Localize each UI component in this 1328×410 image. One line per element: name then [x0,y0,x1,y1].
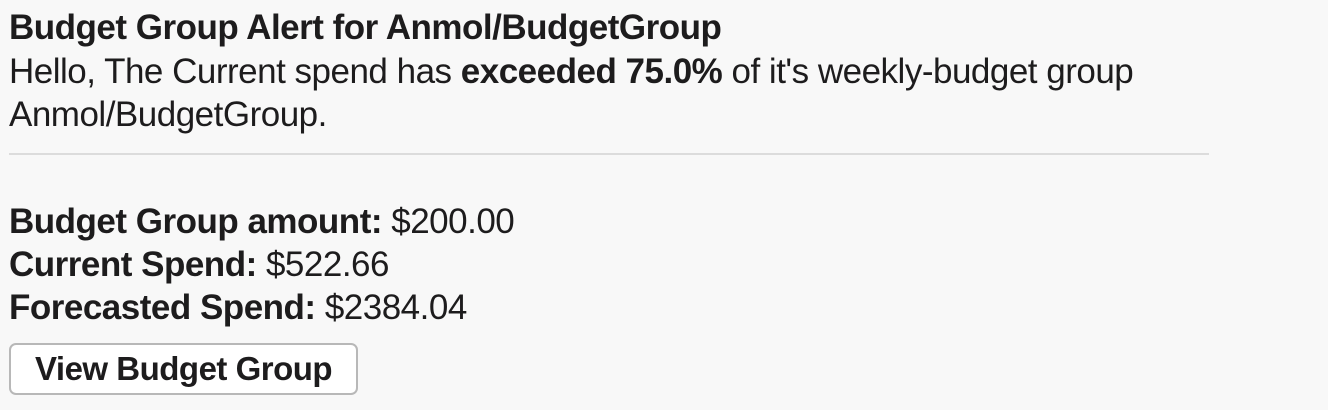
field-row-current-spend: Current Spend: $522.66 [9,243,1209,286]
body-line2: Anmol/BudgetGroup. [9,95,327,134]
field-value: $522.66 [265,245,390,284]
field-row-budget-group-amount: Budget Group amount: $200.00 [9,200,1209,243]
field-label: Forecasted Spend: [9,288,316,327]
body-text-after-bold: of it's weekly-budget group [722,52,1134,91]
body-text-before-bold: Hello, The Current spend has [9,52,461,91]
field-row-forecasted-spend: Forecasted Spend: $2384.04 [9,286,1209,329]
field-value: $200.00 [391,202,515,241]
budget-alert-message: Budget Group Alert for Anmol/BudgetGroup… [9,8,1209,395]
view-budget-group-button[interactable]: View Budget Group [9,343,359,395]
fields-section: Budget Group amount: $200.00 Current Spe… [9,200,1209,329]
field-label: Budget Group amount: [9,202,383,241]
body-bold-text: exceeded 75.0% [460,52,723,91]
actions-section: View Budget Group [9,343,1209,395]
field-label: Current Spend: [9,245,257,284]
field-value: $2384.04 [324,288,467,327]
divider [9,153,1209,155]
message-title: Budget Group Alert for Anmol/BudgetGroup [9,8,722,47]
message-body: Hello, The Current spend has exceeded 75… [9,50,1209,136]
